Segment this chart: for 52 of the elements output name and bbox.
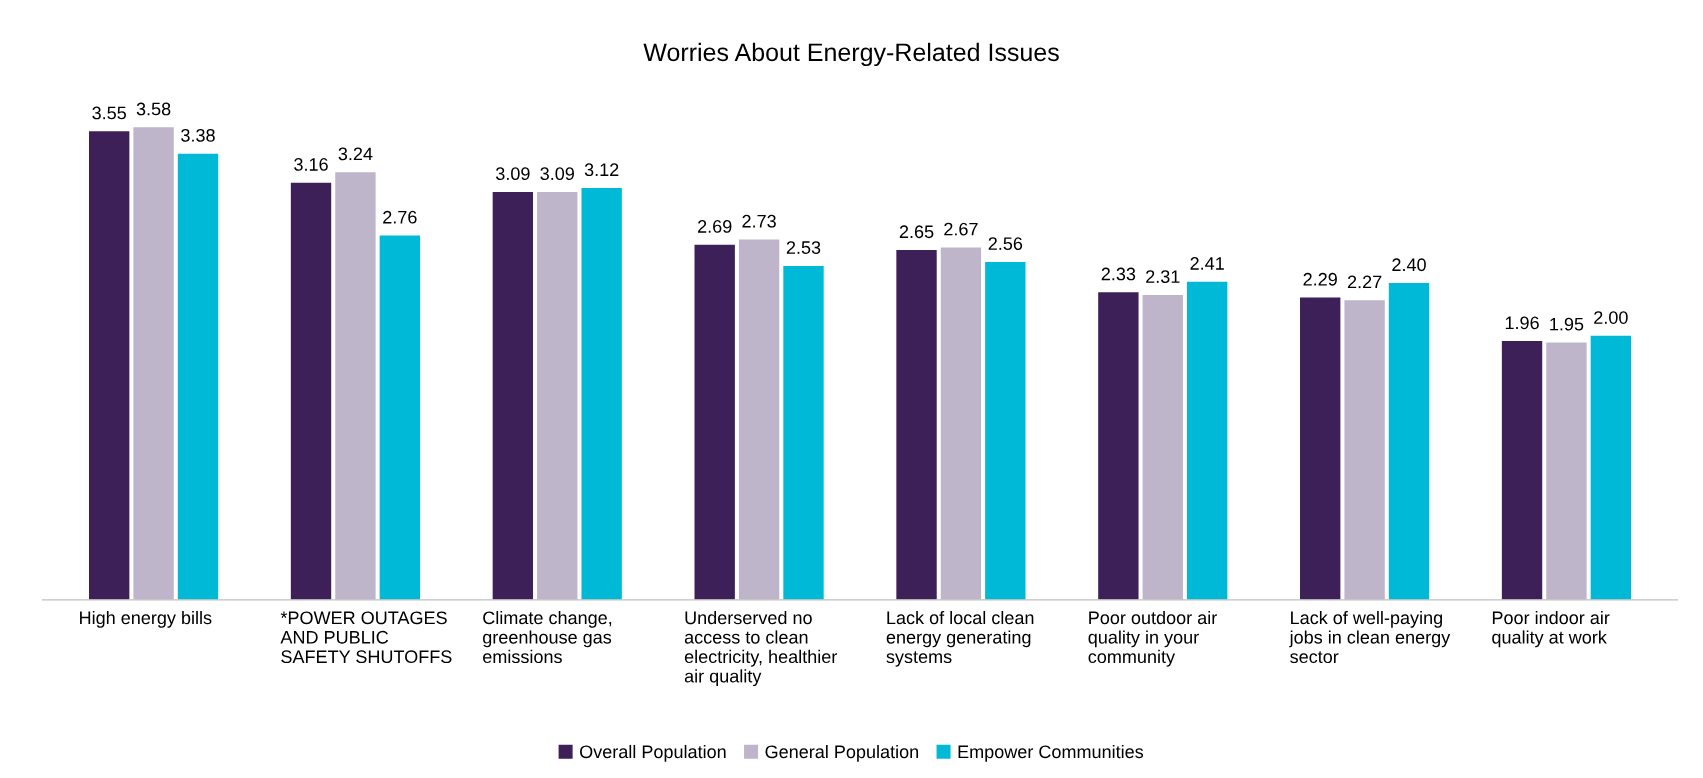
x-tick-label: *POWER OUTAGES AND PUBLIC SAFETY SHUTOFFS (280, 611, 452, 664)
data-label: 2.40 (1392, 258, 1426, 272)
x-tick-label: High energy bills (80, 610, 212, 628)
data-label: 2.65 (899, 225, 934, 239)
data-label: 3.38 (181, 128, 215, 142)
bar (1590, 335, 1632, 600)
data-label: 3.16 (294, 158, 328, 171)
data-label: 2.41 (1190, 257, 1224, 270)
data-label: 3.58 (136, 102, 171, 116)
data-label: 2.76 (383, 210, 417, 224)
bar (783, 265, 824, 600)
x-tick-label: Lack of local clean energy generating systems (886, 610, 1034, 667)
bar (896, 250, 937, 600)
bar (379, 235, 421, 600)
x-tick-label: Underserved no access to clean electricity, healthier air quality (684, 610, 837, 687)
data-label: 2.73 (742, 214, 776, 228)
data-label: 2.56 (988, 237, 1023, 251)
data-label: 2.31 (1146, 270, 1180, 284)
bar (1300, 297, 1341, 600)
data-label: 2.53 (786, 241, 821, 254)
legend-label: General Population (765, 744, 919, 762)
data-label: 2.27 (1347, 275, 1382, 289)
data-label: 1.96 (1505, 316, 1539, 330)
data-label: 2.67 (944, 222, 978, 236)
x-tick-label: Poor indoor air quality at work (1492, 610, 1610, 648)
x-tick-label: Poor outdoor air quality in your community (1088, 610, 1217, 667)
data-label: 2.00 (1594, 311, 1628, 324)
data-label: 2.29 (1303, 272, 1337, 286)
bar (492, 191, 534, 600)
bar (1501, 341, 1543, 600)
data-label: 3.24 (338, 147, 373, 161)
bar (1388, 283, 1430, 600)
data-label: 1.95 (1550, 317, 1584, 331)
data-label: 3.09 (540, 167, 574, 181)
data-label: 2.69 (698, 220, 732, 233)
data-label: 3.55 (92, 106, 126, 120)
x-tick-label: Lack of well-paying jobs in clean energy sector (1289, 610, 1451, 664)
bar (89, 131, 130, 600)
legend-label: Empower Communities (958, 744, 1144, 762)
bar (290, 182, 332, 600)
bar (581, 188, 622, 600)
data-label: 3.12 (584, 163, 619, 177)
data-label: 2.33 (1101, 267, 1136, 281)
x-tick-label: Climate change, greenhouse gas emissions (483, 610, 612, 664)
bar (1098, 292, 1139, 600)
bar (177, 153, 219, 600)
bar (1186, 281, 1228, 600)
bar (694, 244, 735, 600)
legend-label: Overall Population (580, 744, 726, 762)
data-label: 3.09 (495, 167, 530, 181)
bar (985, 261, 1026, 600)
chart-title: Worries About Energy-Related Issues (643, 42, 1059, 67)
